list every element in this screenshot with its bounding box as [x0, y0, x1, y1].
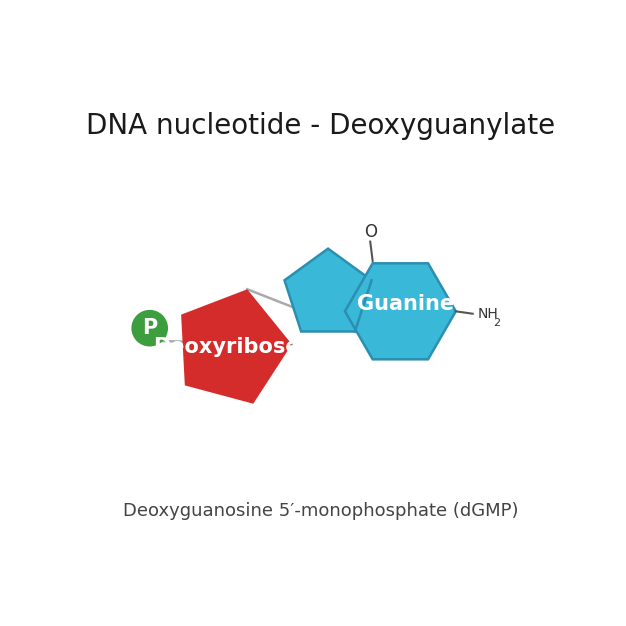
Text: Deoxyribose: Deoxyribose — [153, 337, 300, 357]
Polygon shape — [181, 289, 292, 404]
Text: DNA nucleotide - Deoxyguanylate: DNA nucleotide - Deoxyguanylate — [86, 111, 555, 140]
Text: 2: 2 — [493, 318, 501, 328]
Polygon shape — [355, 278, 374, 332]
Text: Guanine: Guanine — [357, 294, 454, 314]
Text: NH: NH — [478, 307, 498, 321]
Text: P: P — [142, 318, 157, 338]
Polygon shape — [345, 264, 456, 359]
Text: O: O — [364, 223, 377, 241]
Polygon shape — [284, 249, 372, 332]
Circle shape — [131, 310, 168, 347]
Text: Deoxyguanosine 5′-monophosphate (dGMP): Deoxyguanosine 5′-monophosphate (dGMP) — [123, 502, 518, 520]
